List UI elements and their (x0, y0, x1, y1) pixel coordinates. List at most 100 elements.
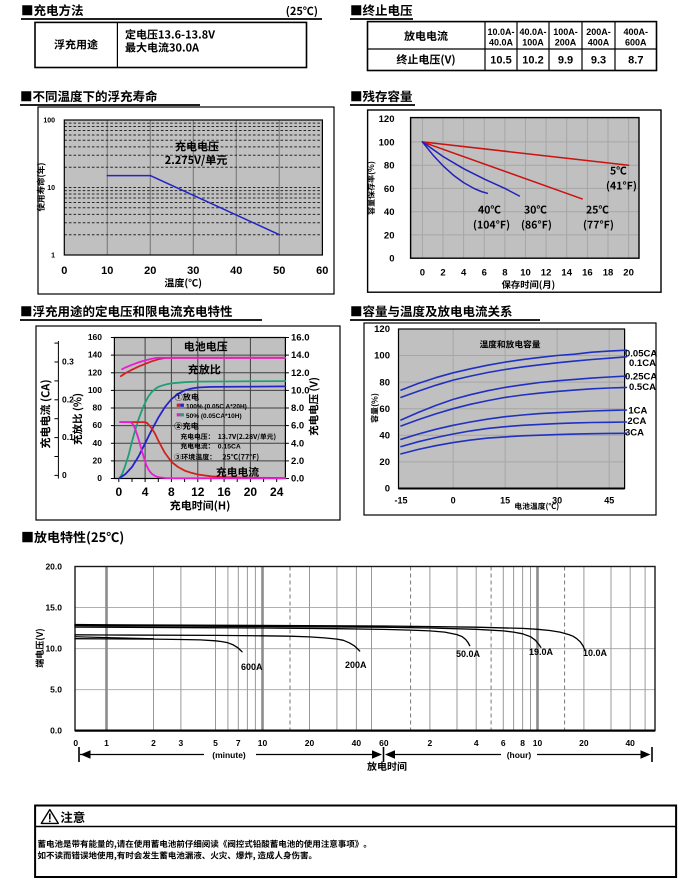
svg-text:0.0: 0.0 (291, 474, 304, 485)
svg-text:0.3: 0.3 (62, 357, 74, 367)
svg-text:10.2: 10.2 (522, 55, 543, 67)
svg-text:2: 2 (440, 268, 445, 279)
svg-text:400A: 400A (588, 38, 610, 48)
svg-text:8.7: 8.7 (628, 55, 643, 67)
svg-text:0: 0 (73, 738, 78, 748)
svg-text:4: 4 (461, 268, 467, 279)
svg-text:1CA: 1CA (628, 406, 647, 417)
svg-text:5: 5 (213, 738, 218, 748)
svg-text:100: 100 (374, 351, 390, 362)
svg-text:400A-: 400A- (624, 27, 649, 37)
svg-text:60: 60 (316, 265, 328, 277)
svg-text:10: 10 (533, 738, 543, 748)
svg-text:40: 40 (384, 207, 395, 218)
svg-text:30: 30 (552, 496, 562, 506)
svg-text:100: 100 (43, 118, 55, 125)
svg-text:24: 24 (270, 485, 284, 499)
svg-text:0.0: 0.0 (50, 726, 62, 736)
svg-text:10.0A: 10.0A (583, 648, 608, 658)
svg-text:14.0: 14.0 (291, 350, 310, 361)
svg-text:2: 2 (428, 738, 433, 748)
svg-text:0: 0 (62, 470, 67, 480)
svg-text:1: 1 (104, 738, 109, 748)
svg-text:120: 120 (379, 114, 395, 125)
svg-text:4.0: 4.0 (291, 438, 304, 449)
svg-text:50% (0.05CA*10H): 50% (0.05CA*10H) (186, 413, 242, 420)
svg-text:80: 80 (93, 403, 103, 413)
svg-text:40: 40 (379, 431, 390, 442)
svg-text:100% (0.05C A*20H): 100% (0.05C A*20H) (186, 404, 247, 411)
svg-text:5.0: 5.0 (50, 685, 62, 695)
svg-text:60: 60 (379, 404, 390, 415)
svg-text:40.0A: 40.0A (489, 38, 514, 48)
svg-text:10.0: 10.0 (291, 385, 310, 396)
svg-text:0: 0 (97, 473, 102, 483)
svg-text:200A: 200A (345, 660, 367, 670)
svg-text:50.0A: 50.0A (456, 649, 481, 659)
svg-text:40: 40 (352, 738, 362, 748)
svg-text:60: 60 (379, 738, 389, 748)
svg-text:600A: 600A (625, 38, 647, 48)
svg-text:8.0: 8.0 (291, 403, 304, 414)
svg-text:18: 18 (603, 268, 614, 279)
svg-text:4: 4 (142, 485, 149, 499)
svg-text:8: 8 (502, 268, 507, 279)
svg-text:16: 16 (582, 268, 593, 279)
svg-text:0.05CA: 0.05CA (625, 348, 657, 359)
svg-text:0: 0 (389, 254, 394, 265)
svg-text:20: 20 (144, 265, 156, 277)
svg-text:0.1CA: 0.1CA (629, 358, 656, 369)
svg-text:16.0: 16.0 (291, 333, 310, 344)
svg-text:10: 10 (101, 265, 113, 277)
svg-text:12: 12 (541, 268, 552, 279)
svg-text:2.0: 2.0 (291, 456, 304, 467)
svg-text:15.0: 15.0 (45, 603, 62, 613)
svg-text:2CA: 2CA (627, 416, 646, 427)
svg-text:120: 120 (374, 324, 390, 335)
svg-text:1: 1 (51, 253, 55, 260)
svg-text:20: 20 (623, 268, 634, 279)
svg-text:10.0A-: 10.0A- (487, 27, 514, 37)
svg-text:10.5: 10.5 (490, 55, 511, 67)
svg-text:80: 80 (379, 377, 390, 388)
svg-text:20: 20 (93, 455, 103, 465)
svg-text:100: 100 (88, 385, 102, 395)
svg-text:30: 30 (187, 265, 199, 277)
svg-text:200A: 200A (555, 38, 577, 48)
svg-text:12.0: 12.0 (291, 368, 310, 379)
svg-text:100A: 100A (522, 38, 544, 48)
svg-text:0.1: 0.1 (62, 432, 74, 442)
svg-text:0: 0 (451, 496, 456, 506)
svg-text:(hour): (hour) (507, 750, 532, 760)
svg-text:15: 15 (500, 496, 510, 506)
svg-text:50: 50 (273, 265, 285, 277)
svg-text:60: 60 (384, 184, 395, 195)
svg-text:2: 2 (151, 738, 156, 748)
svg-text:20: 20 (579, 738, 589, 748)
svg-text:10: 10 (258, 738, 268, 748)
svg-text:8: 8 (168, 485, 175, 499)
svg-text:20: 20 (384, 230, 395, 241)
svg-text:160: 160 (88, 332, 102, 342)
svg-text:60: 60 (93, 420, 103, 430)
svg-text:-15: -15 (394, 496, 407, 506)
svg-text:6: 6 (501, 738, 506, 748)
svg-text:0.15CA: 0.15CA (218, 444, 241, 451)
svg-text:40: 40 (93, 438, 103, 448)
svg-text:14: 14 (561, 268, 572, 279)
svg-text:100A-: 100A- (553, 27, 578, 37)
svg-text:6.0: 6.0 (291, 421, 304, 432)
svg-text:3CA: 3CA (625, 427, 644, 438)
svg-text:(minute): (minute) (212, 750, 246, 760)
svg-text:12: 12 (191, 485, 205, 499)
svg-text:3: 3 (179, 738, 184, 748)
svg-text:19.0A: 19.0A (529, 647, 554, 657)
svg-text:40.0A-: 40.0A- (519, 27, 546, 37)
svg-text:200A-: 200A- (586, 27, 611, 37)
svg-text:20.0: 20.0 (45, 562, 62, 572)
svg-text:7: 7 (236, 738, 241, 748)
svg-text:0: 0 (385, 484, 390, 495)
svg-text:100: 100 (379, 137, 395, 148)
svg-text:20: 20 (244, 485, 258, 499)
svg-text:0: 0 (420, 268, 425, 279)
